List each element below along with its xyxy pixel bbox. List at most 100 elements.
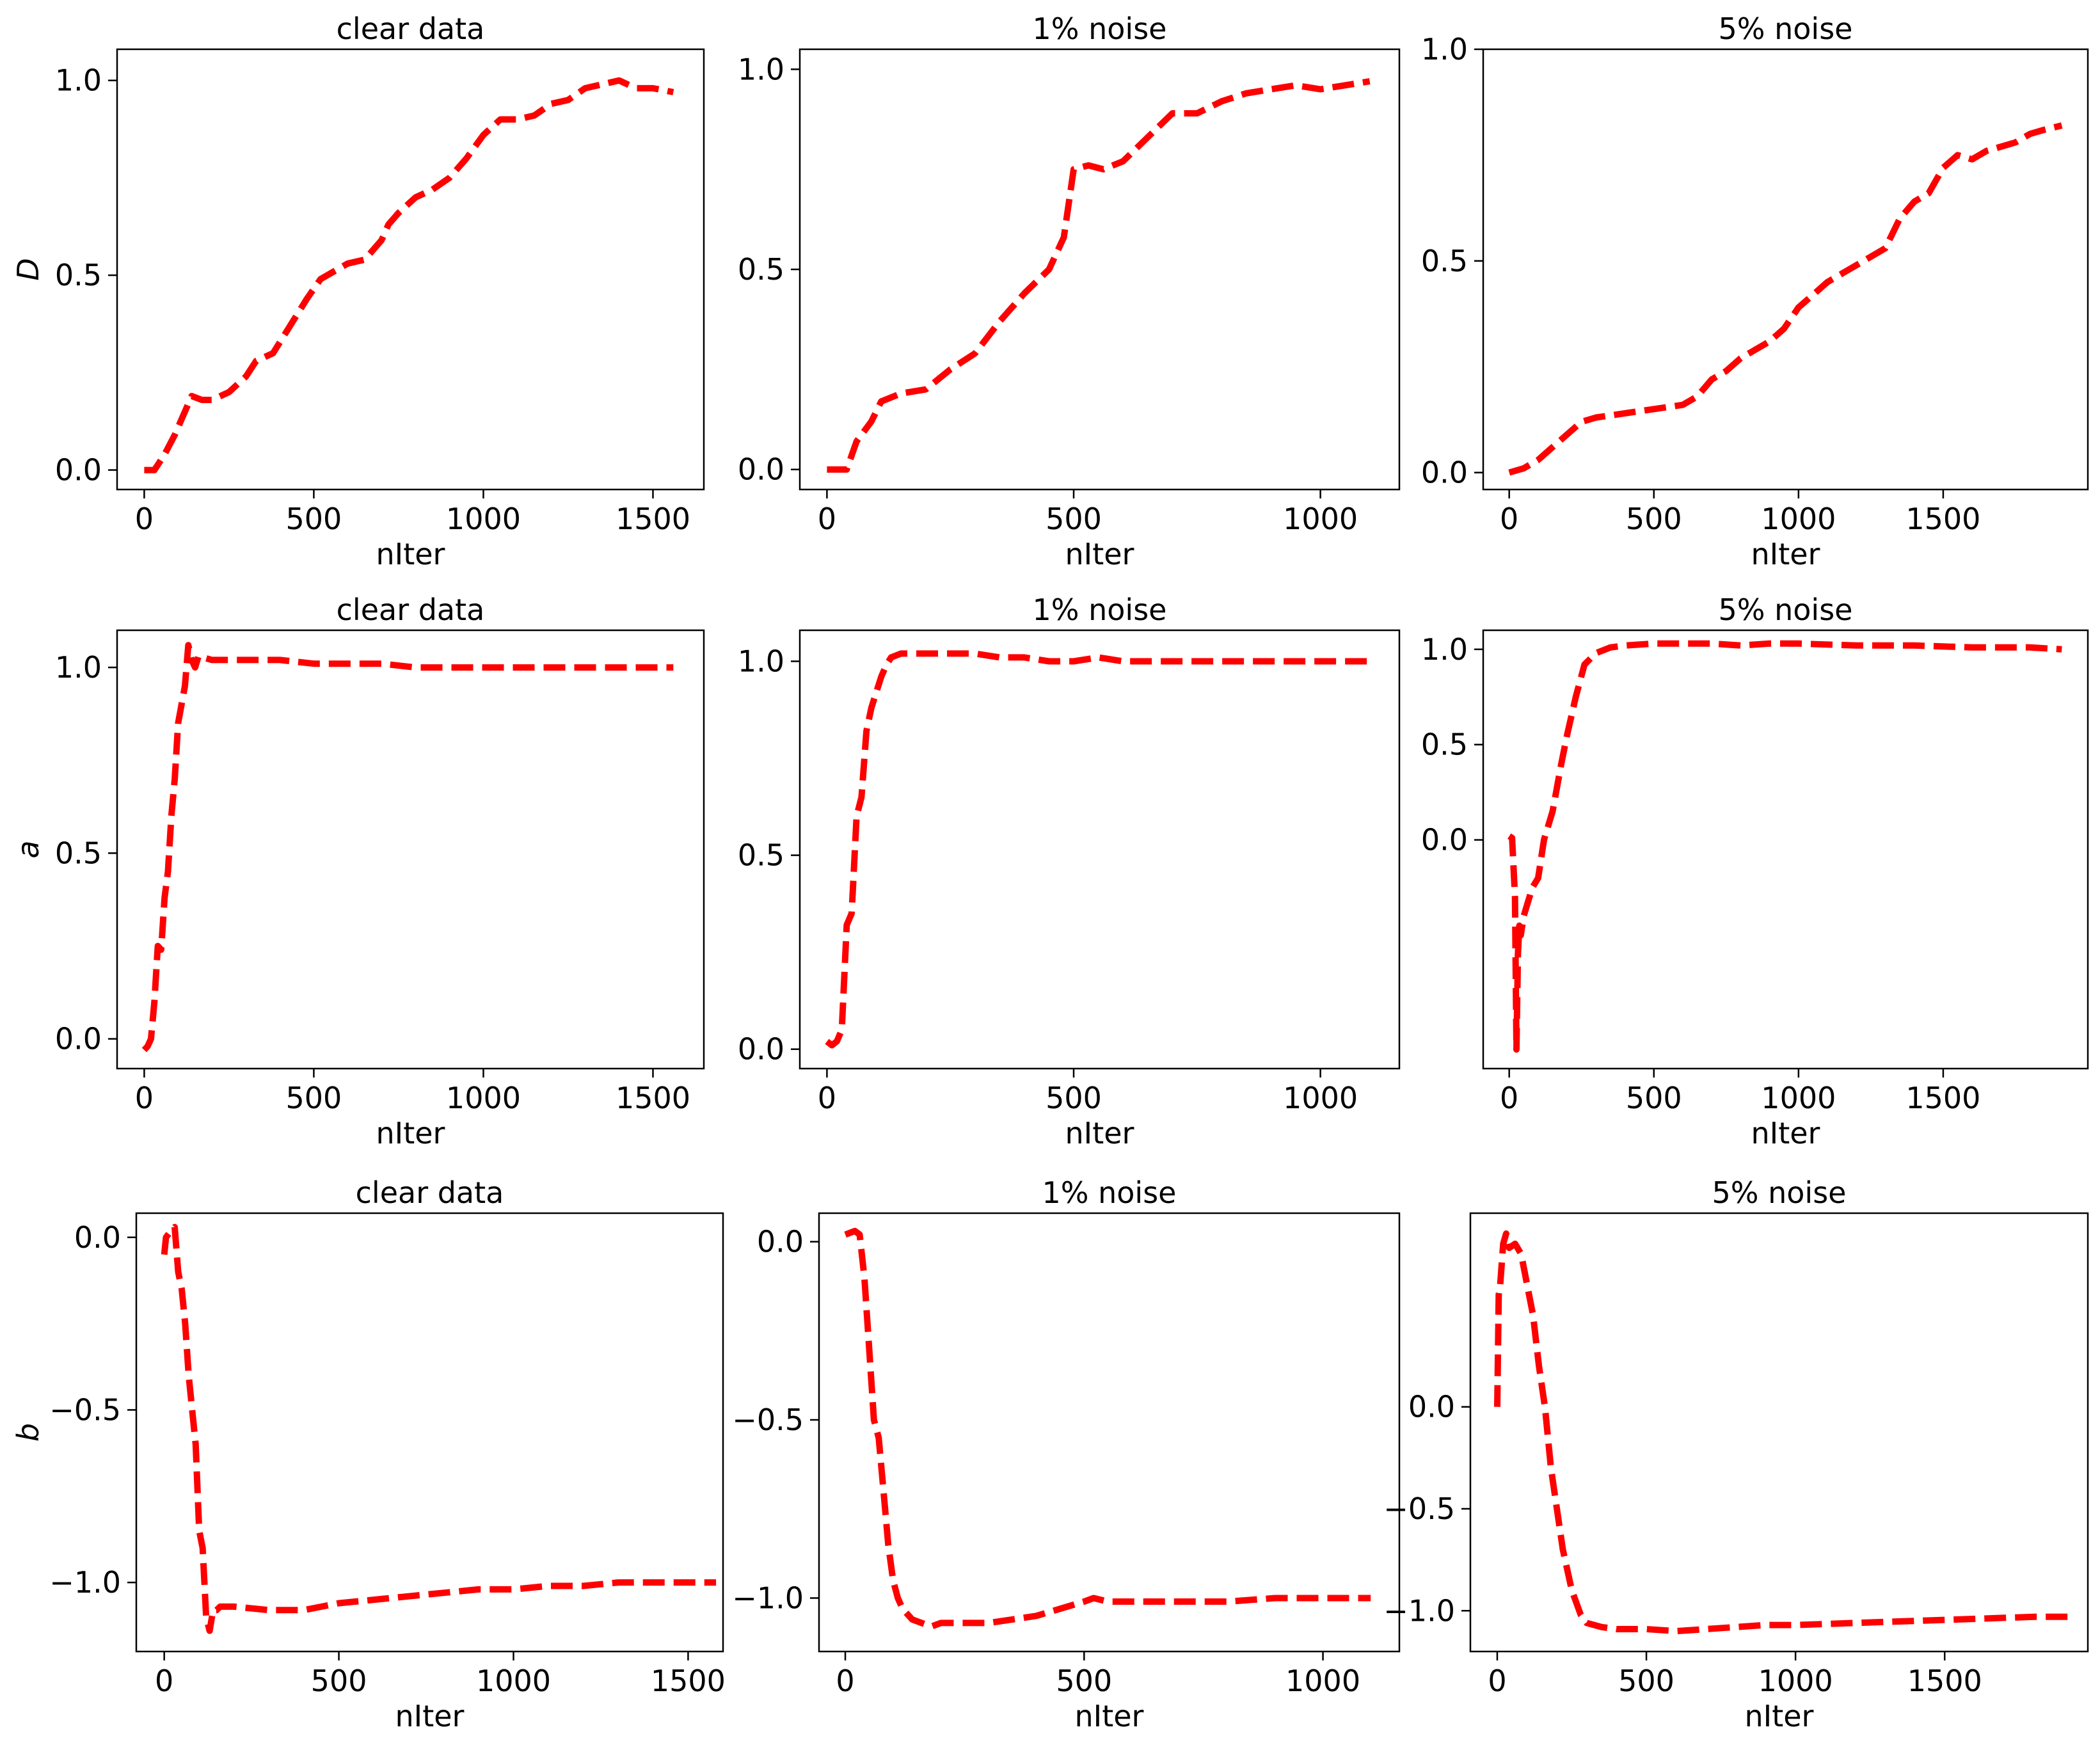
y-axis-label: D [11,258,45,280]
y-tick-label: 0.0 [1421,823,1468,857]
y-tick-label: 0.5 [1421,244,1468,278]
axes-frame [799,629,1401,1070]
x-tick-label: 500 [286,1081,342,1115]
y-tick-label: −1.0 [49,1565,121,1600]
panel-r1c2: 0 500 1000 1500 0.0 0.5 1.0 5% noise nIter [1421,593,2089,1150]
panel-title: clear data [356,1175,504,1210]
panel-r0c0: 0 500 1000 1500 0.0 0.5 1.0 clear data nIter D [11,12,705,571]
x-tick-label: 1500 [616,502,690,536]
series-line-b [1494,1230,2070,1635]
x-axis-label: nIter [1065,537,1134,571]
y-tick-label: −1.0 [1383,1593,1455,1628]
x-tick-label: 0 [836,1664,854,1698]
x-axis-label: nIter [395,1699,465,1733]
x-tick-label: 1000 [1283,1081,1358,1115]
x-tick-label: 1000 [1758,1664,1833,1698]
x-tick-label: 0 [1488,1664,1506,1698]
x-tick-label: 0 [155,1664,173,1698]
panel-r2c2: 0 500 1000 1500 −1.0 −0.5 0.0 5% noise nIter [1383,1175,2089,1733]
x-tick-label: 1500 [1907,1664,1982,1698]
panel-title: 5% noise [1719,12,1853,46]
panel-r2c0: 0 500 1000 1500 −1.0 −0.5 0.0 clear data nIter b [11,1175,726,1733]
y-tick-label: −0.5 [732,1403,804,1437]
x-tick-label: 500 [1046,1081,1102,1115]
axes-frame [1469,1212,2089,1653]
panel-title: clear data [337,593,485,627]
series-line-b [161,1223,717,1634]
panel-title: 5% noise [1719,593,1853,627]
series-line-D [827,78,1371,473]
x-tick-label: 0 [818,502,836,536]
axes-frame [135,1212,724,1653]
y-tick-label: 1.0 [1421,632,1468,667]
axes-frame [1482,48,2089,491]
y-tick-label: 1.0 [738,644,784,678]
series-line-a [141,642,674,1053]
y-tick-label: 1.0 [738,52,784,86]
axes-frame [818,1212,1401,1653]
x-tick-label: 1000 [476,1664,551,1698]
x-axis-label: nIter [1751,537,1820,571]
y-tick-label: 0.5 [738,252,784,287]
x-tick-label: 500 [311,1664,367,1698]
x-tick-label: 1000 [1761,502,1836,536]
x-tick-label: 1500 [1905,1081,1980,1115]
x-tick-label: 0 [818,1081,836,1115]
series-line-a [825,650,1370,1049]
x-tick-label: 500 [286,502,342,536]
x-tick-label: 1500 [651,1664,726,1698]
series-line-D [144,77,674,474]
x-tick-label: 1000 [1285,1664,1360,1698]
y-tick-label: 0.5 [55,836,102,870]
panel-title: clear data [337,12,485,46]
y-tick-label: 0.5 [55,258,102,292]
x-tick-label: 0 [135,1081,154,1115]
x-tick-label: 1500 [1905,502,1980,536]
y-tick-label: 0.0 [55,453,102,488]
x-tick-label: 0 [135,502,154,536]
x-tick-label: 500 [1626,502,1682,536]
y-axis-label: a [11,840,45,858]
x-tick-label: 1500 [616,1081,690,1115]
x-tick-label: 1000 [1283,502,1358,536]
y-tick-label: 1.0 [1421,32,1468,67]
y-tick-label: 1.0 [55,63,102,98]
y-tick-label: 0.0 [74,1220,121,1255]
panel-r1c1: 0 500 1000 0.0 0.5 1.0 1% noise nIter [738,593,1401,1150]
x-axis-label: nIter [1065,1116,1134,1150]
y-tick-label: 0.0 [1421,456,1468,490]
axes-frame [116,48,705,491]
y-tick-label: −0.5 [1383,1492,1455,1526]
x-axis-label: nIter [1751,1116,1820,1150]
panel-r2c1: 0 500 1000 −1.0 −0.5 0.0 1% noise nIter [732,1175,1401,1733]
axes-frame [1482,629,2089,1070]
x-tick-label: 1000 [446,502,521,536]
x-axis-label: nIter [1745,1699,1814,1733]
series-line-D [1508,122,2063,476]
panel-r0c2: 0 500 1000 1500 0.0 0.5 1.0 5% noise nIter [1421,12,2089,571]
series-line-a [1507,640,2062,1053]
x-tick-label: 0 [1500,502,1518,536]
x-axis-label: nIter [376,537,445,571]
panel-title: 5% noise [1712,1175,1847,1210]
panel-title: 1% noise [1042,1175,1177,1210]
y-tick-label: 0.0 [738,452,784,487]
x-tick-label: 500 [1618,1664,1674,1698]
panel-title: 1% noise [1033,593,1167,627]
x-tick-label: 500 [1046,502,1102,536]
axes-frame [799,48,1401,491]
x-tick-label: 1000 [446,1081,521,1115]
panel-r0c1: 0 500 1000 0.0 0.5 1.0 1% noise nIter [738,12,1401,571]
y-axis-label: b [11,1423,45,1442]
y-tick-label: −0.5 [49,1392,121,1427]
panel-r1c0: 0 500 1000 1500 0.0 0.5 1.0 clear data nIter a [11,593,705,1150]
y-tick-label: 0.0 [757,1225,804,1259]
y-tick-label: 0.0 [1408,1390,1455,1424]
x-tick-label: 500 [1056,1664,1112,1698]
x-tick-label: 0 [1500,1081,1518,1115]
x-axis-label: nIter [1075,1699,1144,1733]
axes-frame [116,629,705,1070]
y-tick-label: 1.0 [55,650,102,685]
x-tick-label: 500 [1626,1081,1682,1115]
